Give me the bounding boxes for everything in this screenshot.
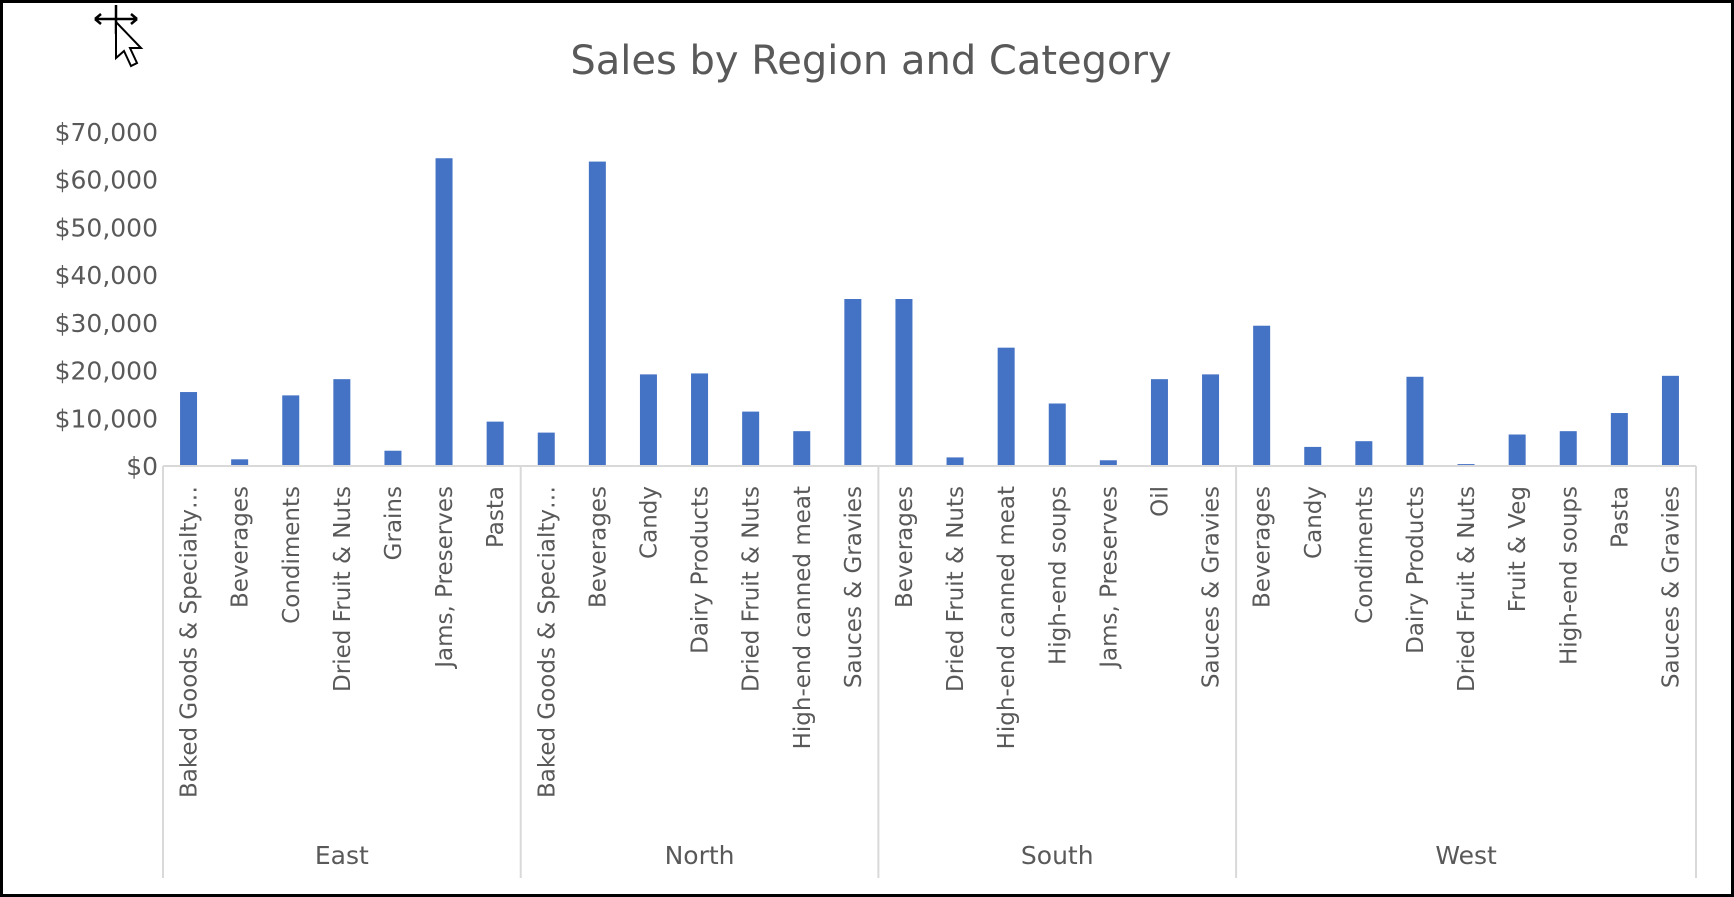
x-tick-label: High-end soups bbox=[1556, 486, 1582, 665]
bar bbox=[895, 299, 913, 466]
bar bbox=[793, 431, 811, 466]
x-tick-label: Sauces & Gravies bbox=[841, 486, 867, 688]
bars bbox=[180, 158, 1679, 466]
bar bbox=[588, 161, 606, 466]
group-label: North bbox=[665, 841, 735, 870]
y-tick-label: $60,000 bbox=[55, 166, 158, 195]
x-tick-label: Beverages bbox=[892, 486, 918, 608]
move-cursor-icon bbox=[94, 5, 144, 68]
bar bbox=[1508, 434, 1526, 466]
x-tick-label: Grains bbox=[381, 486, 407, 560]
x-tick-label: High-end canned meat bbox=[994, 486, 1020, 749]
bar bbox=[742, 411, 760, 466]
bar bbox=[1406, 376, 1424, 466]
x-tick-label: Baked Goods & Specialty… bbox=[177, 486, 203, 798]
bar bbox=[1048, 403, 1066, 466]
x-tick-label: Dried Fruit & Nuts bbox=[1454, 486, 1480, 692]
bar bbox=[1099, 460, 1117, 466]
x-tick-label: Dried Fruit & Nuts bbox=[330, 486, 356, 692]
x-tick-label: Fruit & Veg bbox=[1505, 486, 1531, 612]
y-tick-label: $70,000 bbox=[55, 118, 158, 147]
bar bbox=[946, 457, 964, 466]
y-tick-label: $40,000 bbox=[55, 261, 158, 290]
bar bbox=[844, 299, 862, 466]
x-tick-label: Candy bbox=[1301, 486, 1327, 559]
x-tick-label: Beverages bbox=[1250, 486, 1276, 608]
x-axis: Baked Goods & Specialty… Beverages Condime… bbox=[162, 465, 1697, 878]
bar bbox=[231, 459, 249, 466]
x-tick-label: Condiments bbox=[279, 486, 305, 624]
bar bbox=[1150, 379, 1168, 466]
bar bbox=[333, 379, 351, 466]
bar bbox=[1355, 441, 1373, 466]
bar bbox=[1304, 446, 1322, 466]
y-tick-label: $10,000 bbox=[55, 404, 158, 433]
x-tick-label: Dried Fruit & Nuts bbox=[943, 486, 969, 692]
x-tick-label: Dairy Products bbox=[688, 486, 714, 654]
x-tick-label: Sauces & Gravies bbox=[1658, 486, 1684, 688]
bar bbox=[180, 392, 198, 466]
bar bbox=[997, 347, 1015, 466]
x-tick-label: Dairy Products bbox=[1403, 486, 1429, 654]
x-tick-label: Jams, Preserves bbox=[1096, 486, 1122, 670]
bar bbox=[486, 421, 504, 466]
group-label: West bbox=[1435, 841, 1497, 870]
bar bbox=[384, 450, 402, 466]
bar bbox=[1202, 374, 1220, 466]
bar bbox=[435, 158, 453, 466]
x-tick-label: Condiments bbox=[1352, 486, 1378, 624]
y-axis: $0 $10,000 $20,000 $30,000 $40,000 $50,000 $60… bbox=[55, 118, 158, 481]
x-tick-label: Oil bbox=[1147, 486, 1173, 517]
x-tick-label: Baked Goods & Specialty… bbox=[534, 486, 560, 798]
bar bbox=[639, 374, 657, 466]
group-label: East bbox=[315, 841, 369, 870]
y-tick-label: $50,000 bbox=[55, 213, 158, 242]
x-tick-label: Candy bbox=[636, 486, 662, 559]
x-tick-label: Pasta bbox=[483, 486, 509, 548]
bar bbox=[691, 373, 709, 466]
x-tick-label: High-end soups bbox=[1045, 486, 1071, 665]
x-tick-label: Pasta bbox=[1607, 486, 1633, 548]
bar bbox=[1253, 325, 1271, 466]
bar bbox=[282, 395, 300, 466]
bar bbox=[1610, 413, 1628, 466]
x-tick-label: Dried Fruit & Nuts bbox=[739, 486, 765, 692]
bar bbox=[1559, 431, 1577, 466]
y-tick-label: $30,000 bbox=[55, 309, 158, 338]
group-label: South bbox=[1021, 841, 1094, 870]
x-tick-label: High-end canned meat bbox=[790, 486, 816, 749]
x-tick-label: Sauces & Gravies bbox=[1199, 486, 1225, 688]
x-tick-label: Beverages bbox=[585, 486, 611, 608]
y-tick-label: $0 bbox=[126, 452, 158, 481]
x-tick-label: Beverages bbox=[228, 486, 254, 608]
bar bbox=[1661, 375, 1679, 466]
x-tick-label: Jams, Preserves bbox=[432, 486, 458, 670]
bar bbox=[537, 432, 555, 466]
chart-title: Sales by Region and Category bbox=[570, 38, 1171, 84]
y-tick-label: $20,000 bbox=[55, 357, 158, 386]
